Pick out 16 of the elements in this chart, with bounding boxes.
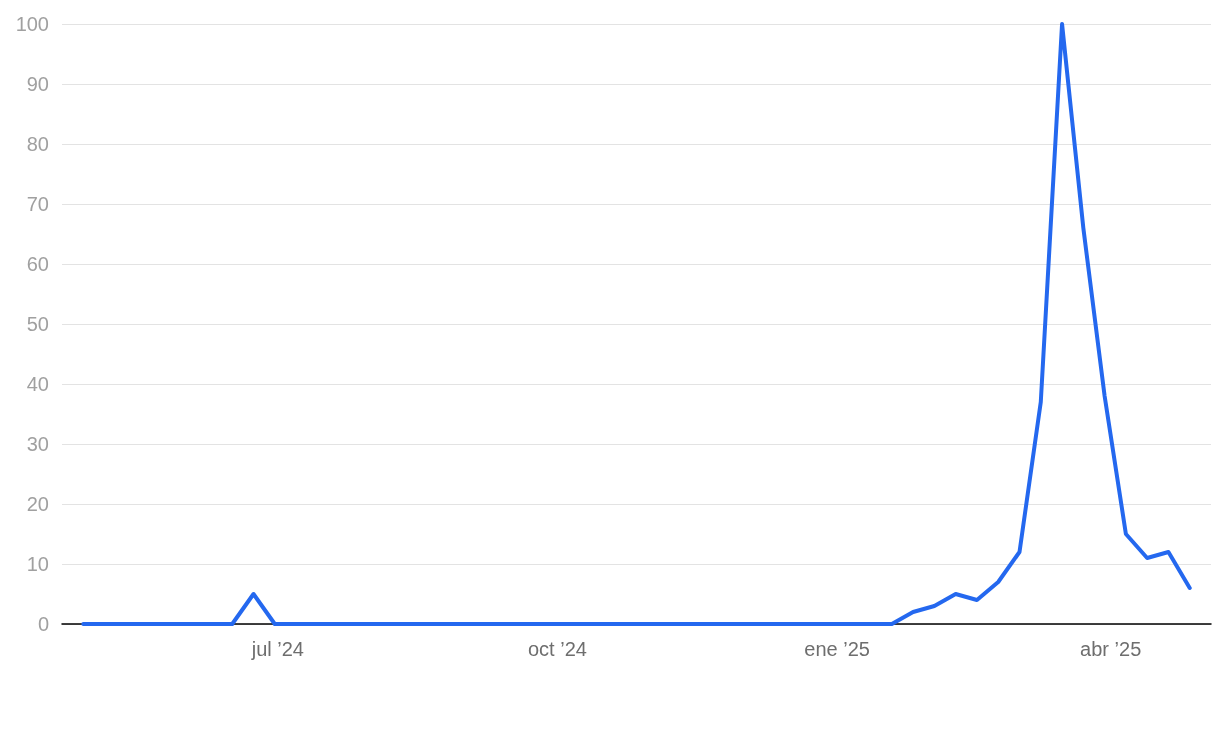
- y-tick-label: 50: [26, 313, 49, 335]
- y-tick-label: 10: [26, 553, 49, 575]
- x-tick-label: abr ’25: [1080, 638, 1142, 660]
- x-tick-label: ene ’25: [804, 638, 870, 660]
- x-tick-label: oct ’24: [528, 638, 587, 660]
- y-tick-label: 20: [26, 493, 49, 515]
- line-series: [81, 22, 1192, 626]
- y-tick-label: 80: [26, 133, 49, 155]
- y-tick-label: 100: [15, 13, 49, 35]
- y-tick-label: 30: [26, 433, 49, 455]
- y-tick-label: 0: [37, 613, 49, 635]
- x-tick-label: jul ’24: [250, 638, 304, 660]
- y-tick-label: 70: [26, 193, 49, 215]
- y-tick-label: 60: [26, 253, 49, 275]
- y-tick-label: 40: [26, 373, 49, 395]
- y-tick-label: 90: [26, 73, 49, 95]
